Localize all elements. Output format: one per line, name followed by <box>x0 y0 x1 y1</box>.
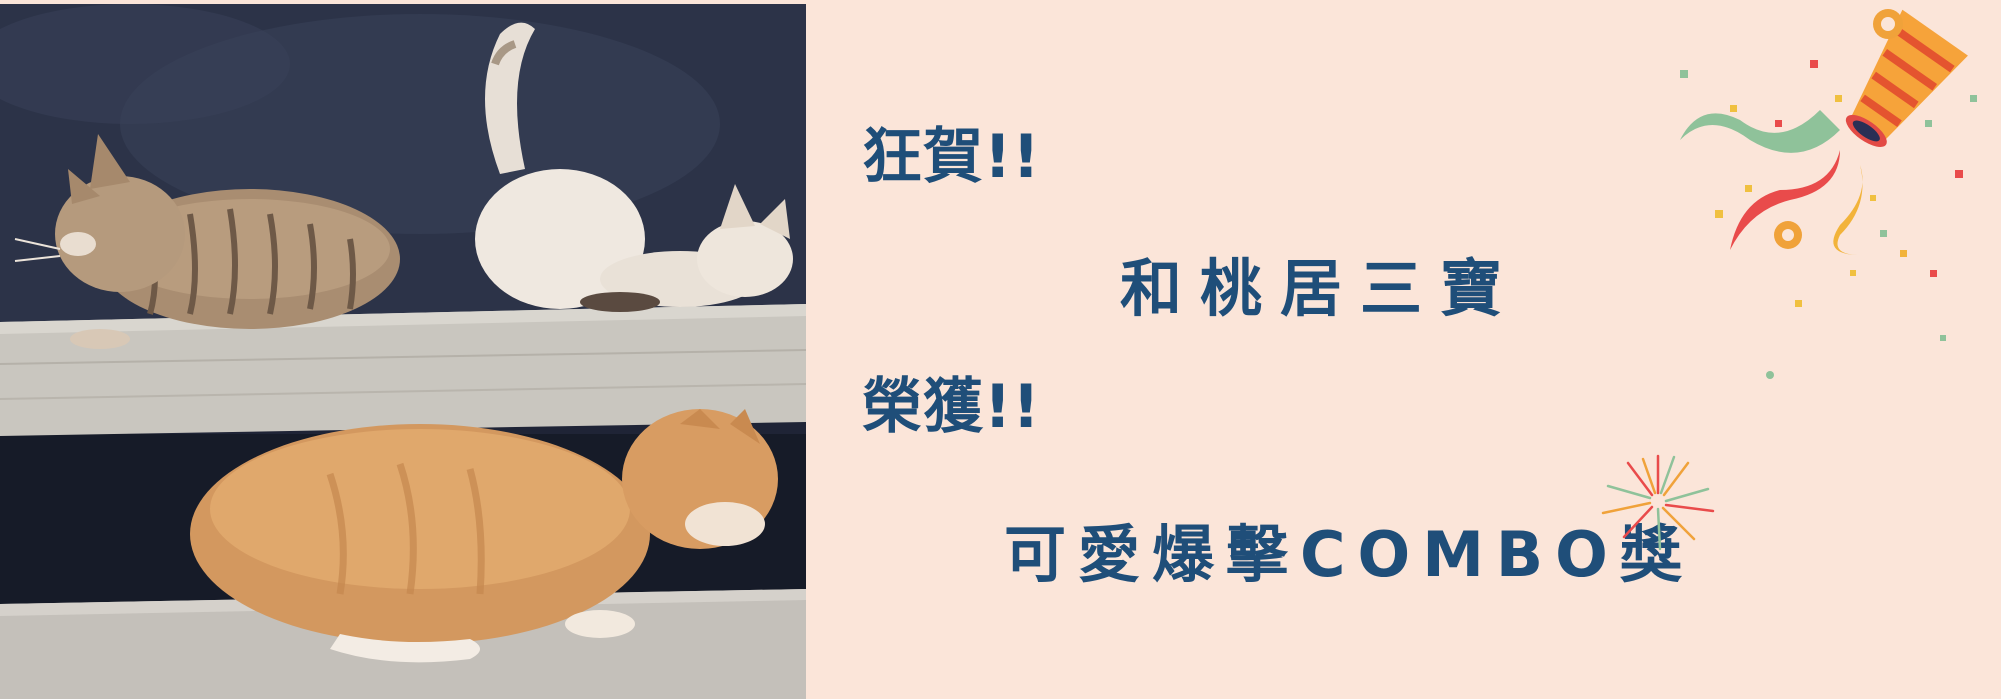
white-kitten <box>475 22 793 312</box>
firework-icon <box>1601 454 1715 551</box>
orange-cat <box>190 409 778 663</box>
heading-cat-trio: 和桃居三寶 <box>1120 252 1521 325</box>
heading-awarded: 榮獲!! <box>862 372 1041 442</box>
heading-award-name: 可愛爆擊COMBO獎 <box>1004 518 1694 591</box>
party-popper-icon <box>1680 9 1977 379</box>
tabby-kitten <box>14 134 400 349</box>
kittens-photo <box>0 4 806 699</box>
heading-congrats: 狂賀!! <box>862 122 1041 192</box>
